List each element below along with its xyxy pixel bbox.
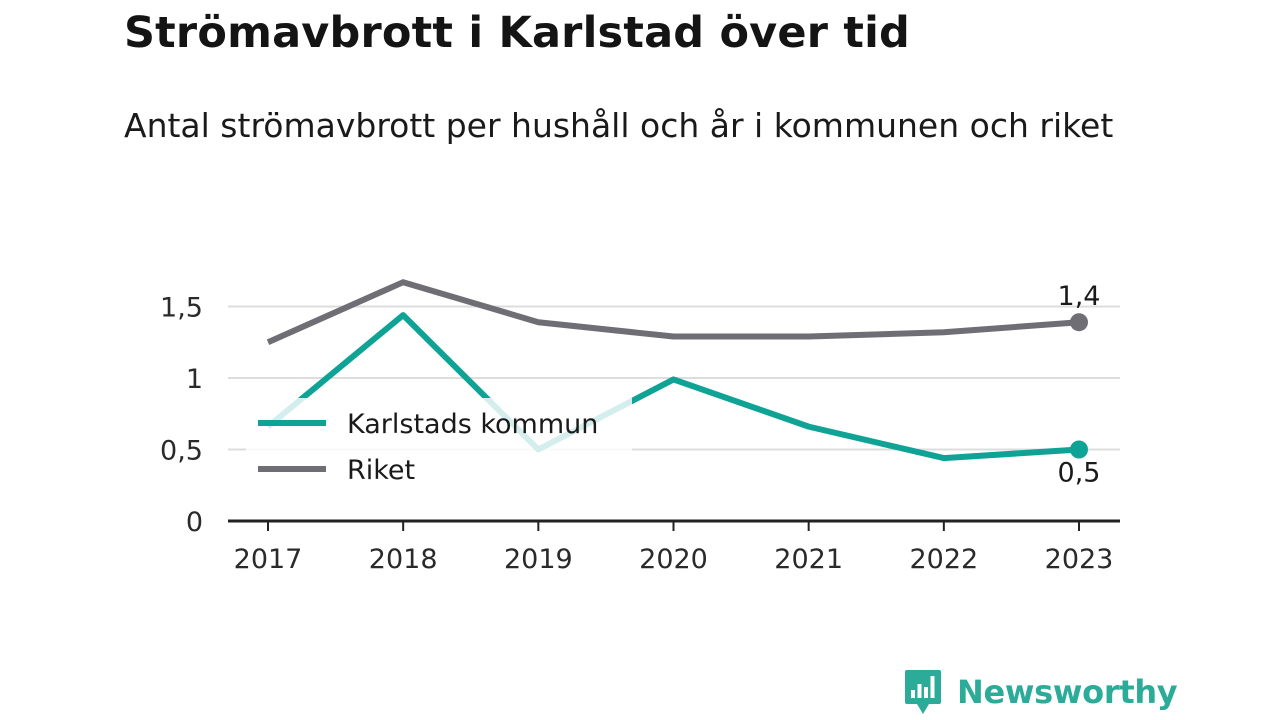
- chart-subtitle: Antal strömavbrott per hushåll och år i …: [124, 106, 1114, 145]
- x-tick-label: 2021: [774, 544, 843, 575]
- y-tick-label: 0: [186, 507, 203, 538]
- series-lines: [266, 279, 1088, 462]
- x-tick-label: 2017: [234, 544, 303, 575]
- series-line-riket: [266, 279, 1080, 345]
- series-line-karlstads-kommun: [266, 312, 1080, 462]
- legend-label-karlstads-kommun: Karlstads kommun: [347, 409, 598, 440]
- legend-background: [246, 398, 632, 492]
- x-tick-label: 2018: [369, 544, 438, 575]
- chart-title: Strömavbrott i Karlstad över tid: [124, 8, 911, 58]
- newsworthy-logo-icon: [905, 670, 941, 714]
- end-labels: 1,4 0,5: [1058, 281, 1101, 488]
- legend: Karlstads kommun Riket: [246, 398, 632, 492]
- end-label-riket: 1,4: [1058, 281, 1101, 312]
- y-tick-label: 0,5: [160, 436, 203, 467]
- end-point-riket: [1070, 313, 1088, 332]
- y-axis-ticks: 0 0,5 1 1,5: [160, 293, 203, 539]
- x-tick-label: 2023: [1045, 544, 1114, 575]
- end-label-karlstads-kommun: 0,5: [1058, 458, 1101, 489]
- x-tick-label: 2019: [504, 544, 573, 575]
- x-tick-label: 2022: [909, 544, 978, 575]
- y-tick-label: 1,5: [160, 293, 203, 324]
- y-tick-label: 1: [186, 364, 203, 395]
- end-point-karlstads-kommun: [1070, 440, 1088, 459]
- legend-label-riket: Riket: [347, 455, 415, 486]
- brand-name: Newsworthy: [957, 673, 1178, 711]
- newsworthy-brand: Newsworthy: [903, 670, 1178, 714]
- x-axis-ticks: 2017 2018 2019 2020 2021 2022 2023: [234, 521, 1114, 575]
- x-tick-label: 2020: [639, 544, 708, 575]
